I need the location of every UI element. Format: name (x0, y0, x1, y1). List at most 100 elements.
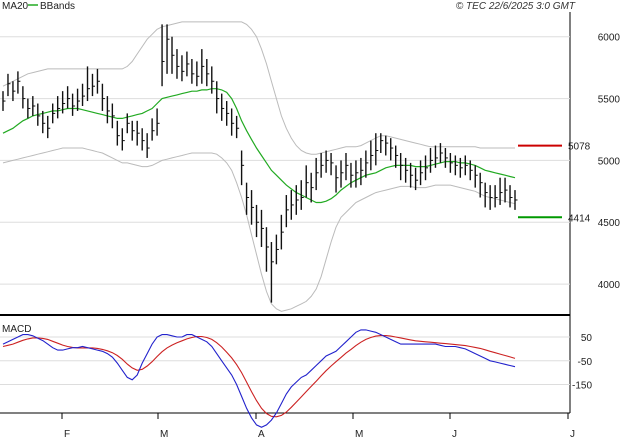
macd-line (2, 329, 516, 428)
ohlc-bar (275, 234, 279, 265)
ohlc-bar (474, 165, 478, 188)
price-y-tick-label: 5000 (598, 156, 621, 167)
price-levels: 5078 4414 (518, 142, 591, 224)
level-label: 5078 (568, 142, 591, 153)
ohlc-bar (71, 93, 76, 116)
ohlc-bar (191, 58, 195, 84)
ohlc-bar (504, 177, 508, 203)
ohlc-bar (151, 118, 155, 141)
ohlc-bar (181, 55, 185, 82)
price-bars (2, 24, 518, 303)
ohlc-bar (365, 150, 369, 178)
ohlc-bar (390, 138, 394, 161)
ohlc-bar (106, 96, 110, 124)
ohlc-bar (240, 150, 245, 186)
ohlc-bar (280, 214, 284, 250)
ohlc-bar (141, 128, 145, 151)
ohlc-bar (360, 157, 364, 186)
ohlc-bar (186, 51, 190, 77)
ohlc-bar (101, 83, 105, 111)
ohlc-bar (196, 61, 200, 87)
ohlc-bar (265, 227, 269, 272)
ohlc-bar (330, 152, 334, 176)
ohlc-bar (61, 91, 66, 114)
bbands-lower-line (2, 147, 516, 312)
ohlc-bar (56, 96, 61, 119)
x-tick-label: A (258, 429, 265, 440)
ohlc-bar (350, 162, 354, 188)
ohlc-bar (444, 148, 448, 168)
legend-bbands: BBands (40, 1, 75, 12)
ohlc-bar (464, 155, 468, 176)
price-y-tick-label: 6000 (598, 33, 621, 44)
ohlc-bar (414, 167, 419, 191)
ohlc-bar (380, 133, 384, 153)
ohlc-bar (300, 180, 304, 210)
ohlc-bar (285, 195, 289, 228)
copyright-text: © TEC 22/6/2025 3:0 GMT (456, 1, 576, 12)
ohlc-bar (47, 115, 51, 139)
price-y-tick-label: 4000 (598, 280, 621, 291)
ohlc-bar (86, 66, 91, 102)
ohlc-bar (429, 148, 433, 173)
panel-frames (0, 12, 571, 414)
ohlc-bar (96, 68, 100, 94)
price-grid (0, 36, 570, 285)
macd-signal-line (2, 335, 516, 418)
ohlc-bar (320, 152, 324, 178)
ohlc-bar (7, 73, 11, 97)
ohlc-bar (489, 185, 493, 210)
ohlc-bar (171, 36, 175, 74)
ohlc-bar (355, 160, 359, 188)
ohlc-bar (290, 190, 294, 220)
ohlc-bar (340, 160, 344, 188)
bbands-series (2, 21, 516, 312)
ohlc-bar (52, 103, 56, 124)
ohlc-bar (419, 160, 424, 186)
ohlc-bar (315, 157, 319, 191)
ohlc-bar (325, 150, 329, 173)
ohlc-bar (230, 108, 235, 136)
ohlc-bar (206, 58, 210, 87)
ohlc-bar (250, 190, 255, 225)
level-label: 4414 (568, 213, 591, 224)
ohlc-bar (345, 152, 349, 181)
ohlc-bar (459, 157, 463, 178)
ohlc-bar (221, 93, 225, 121)
ohlc-bar (76, 88, 81, 111)
macd-grid (0, 336, 570, 385)
ohlc-bar (12, 81, 16, 102)
ohlc-bar (131, 120, 135, 141)
ohlc-bar (17, 71, 21, 94)
ohlc-bar (479, 172, 483, 198)
ohlc-bar (484, 182, 488, 208)
ohlc-bar (335, 165, 339, 193)
ohlc-bar (32, 96, 36, 116)
ohlc-bar (424, 155, 429, 181)
ma20-series (2, 88, 516, 204)
ohlc-bar (409, 162, 414, 188)
bbands-upper-line (2, 21, 515, 155)
macd-lines (2, 329, 516, 428)
ohlc-bar (216, 81, 220, 114)
x-tick-label: F (64, 429, 70, 440)
ohlc-bar (310, 172, 314, 203)
ohlc-bar (499, 177, 503, 205)
ohlc-bar (156, 108, 160, 136)
legend-ma20: MA20 (2, 1, 29, 12)
ohlc-bar (136, 120, 140, 146)
ohlc-bar (394, 145, 399, 168)
ohlc-bar (211, 66, 215, 94)
ohlc-bar (161, 24, 165, 87)
ohlc-bar (245, 182, 250, 215)
ohlc-bar (404, 157, 409, 183)
ohlc-bar (439, 143, 443, 163)
ohlc-bar (509, 185, 513, 208)
ohlc-bar (370, 140, 374, 171)
x-tick-label: M (160, 429, 168, 440)
ohlc-bar (270, 242, 274, 303)
ohlc-bar (295, 185, 299, 215)
macd-y-tick-label: -150 (572, 381, 592, 392)
ohlc-bar (116, 120, 120, 146)
